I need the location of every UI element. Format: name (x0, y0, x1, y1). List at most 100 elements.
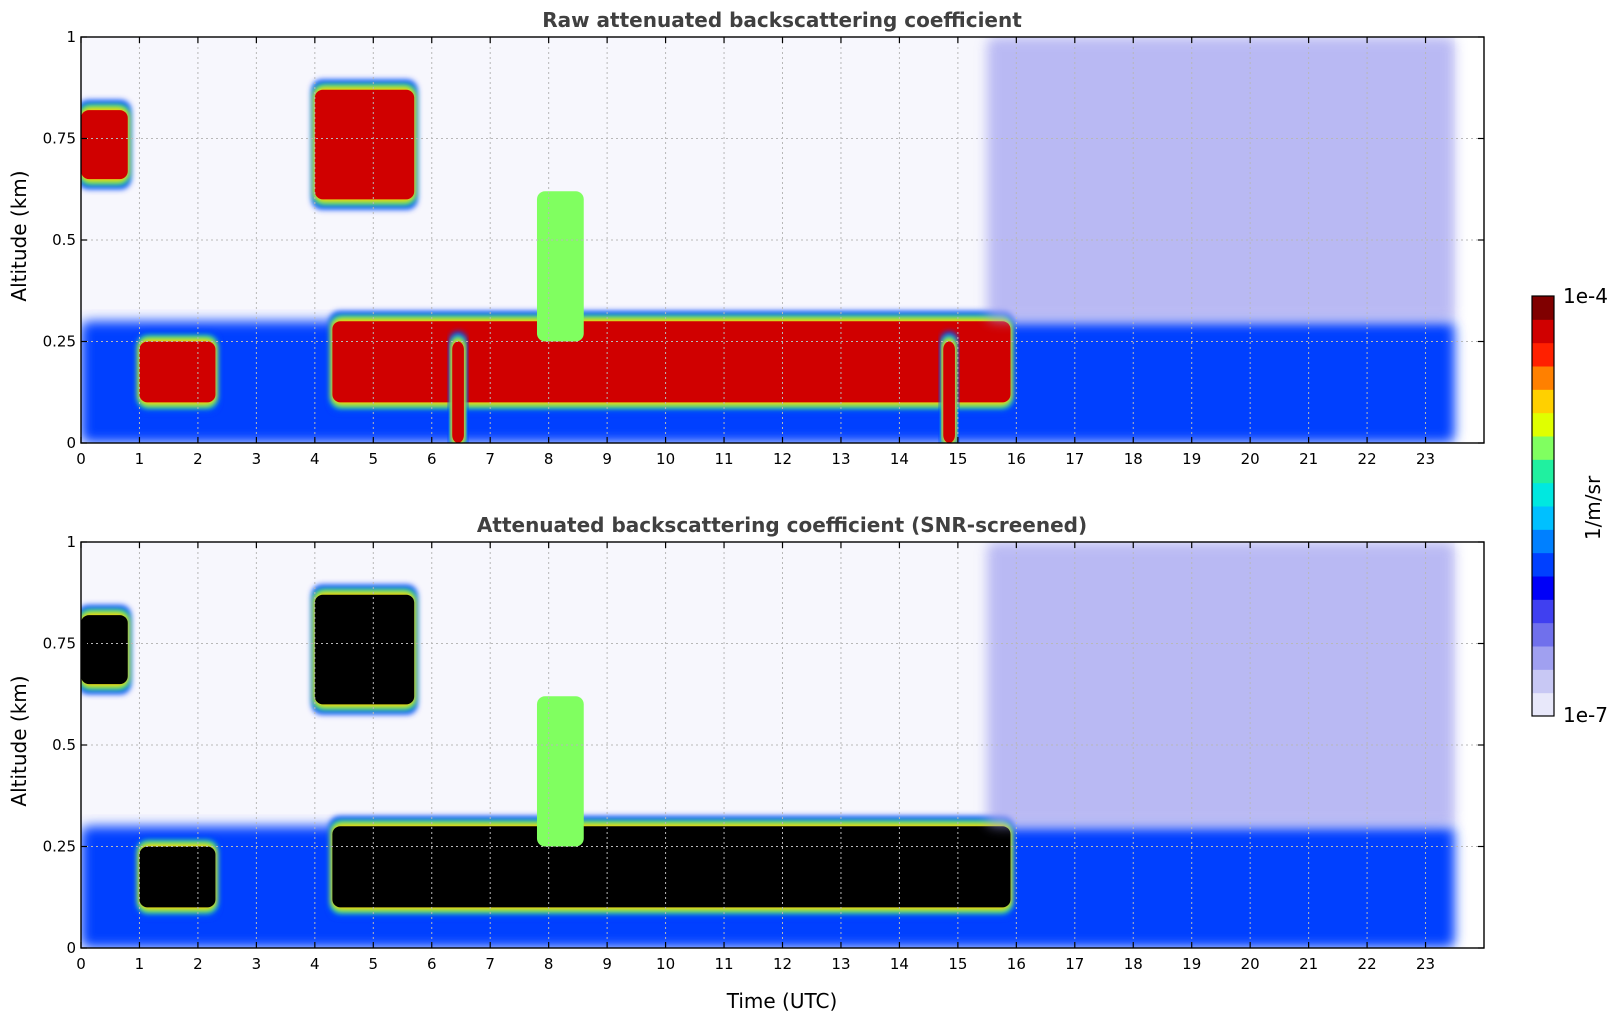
colorbar-step (1532, 692, 1554, 717)
snr-screened-panel: Attenuated backscattering coefficient (S… (7, 513, 1485, 1013)
colorbar-step (1532, 646, 1554, 670)
x-tick-label: 18 (1124, 955, 1143, 973)
x-tick-label: 10 (656, 955, 675, 973)
colorbar-frame (1531, 295, 1555, 717)
colorbar-scale (1532, 296, 1554, 717)
x-axis-label: Time (UTC) (726, 989, 838, 1013)
colorbar-step (1532, 389, 1554, 414)
x-tick-label: 4 (310, 450, 320, 468)
x-tick-label: 0 (76, 450, 86, 468)
heatmap-field (81, 37, 1455, 443)
y-tick-label: 0.5 (52, 231, 76, 249)
colorbar-step (1532, 576, 1554, 600)
y-tick-label: 0.25 (43, 333, 76, 351)
colorbar: 1e-4 1e-7 1/m/sr (1531, 284, 1608, 727)
colorbar-step (1532, 296, 1554, 320)
y-tick-label: 0.5 (52, 736, 76, 754)
colorbar-step (1532, 552, 1554, 577)
x-tick-label: 15 (948, 450, 967, 468)
x-tick-label: 21 (1299, 450, 1318, 468)
x-tick-label: 0 (76, 955, 86, 973)
feature-upper-cloud-saturated- (314, 594, 415, 705)
colorbar-step (1532, 599, 1554, 624)
x-tick-label: 2 (193, 450, 203, 468)
x-tick-label: 17 (1065, 450, 1084, 468)
x-tick-label: 14 (890, 450, 909, 468)
y-tick-label: 0 (66, 939, 76, 957)
x-tick-label: 11 (714, 450, 733, 468)
feature-low-stratocumulus-saturated- (332, 826, 1011, 908)
colorbar-step (1532, 482, 1554, 507)
x-tick-label: 23 (1416, 955, 1435, 973)
colorbar-min-label: 1e-7 (1563, 703, 1608, 727)
colorbar-step (1532, 622, 1554, 647)
raw-panel-title: Raw attenuated backscattering coefficien… (542, 8, 1022, 32)
y-tick-label: 1 (66, 533, 76, 551)
gridlines (81, 542, 1484, 948)
x-tick-label: 20 (1241, 450, 1260, 468)
y-tick-label: 0.75 (43, 130, 76, 148)
colorbar-units-label: 1/m/sr (1581, 475, 1605, 540)
x-tick-label: 9 (602, 955, 612, 973)
x-tick-label: 4 (310, 955, 320, 973)
colorbar-step (1532, 342, 1554, 367)
x-tick-label: 7 (485, 955, 495, 973)
x-tick-label: 12 (773, 955, 792, 973)
snr-plot-area: 0 1 2 3 4 5 6 7 8 9 10 11 12 13 14 15 16 17 18 19 20 21 22 2300… (43, 533, 1485, 973)
x-tick-label: 15 (948, 955, 967, 973)
feature-noisy-background (987, 37, 1455, 322)
snr-panel-title: Attenuated backscattering coefficient (S… (477, 513, 1087, 537)
x-tick-label: 2 (193, 955, 203, 973)
x-tick-label: 22 (1358, 955, 1377, 973)
x-tick-label: 19 (1182, 450, 1201, 468)
x-tick-label: 6 (427, 955, 437, 973)
colorbar-step (1532, 669, 1554, 694)
x-tick-label: 22 (1358, 450, 1377, 468)
colorbar-step (1532, 459, 1554, 484)
feature-precipitation-streak (943, 341, 955, 443)
y-tick-label: 0.75 (43, 635, 76, 653)
colorbar-step (1532, 436, 1554, 460)
feature-upper-cloud (314, 89, 415, 200)
x-tick-label: 8 (544, 955, 554, 973)
x-tick-label: 19 (1182, 955, 1201, 973)
raw-plot-area: 0 1 2 3 4 5 6 7 8 9 10 11 12 13 14 15 16 17 18 19 20 21 22 2300… (43, 28, 1485, 468)
y-tick-label: 0.25 (43, 838, 76, 856)
x-tick-label: 23 (1416, 450, 1435, 468)
x-tick-label: 1 (135, 955, 145, 973)
x-tick-label: 13 (831, 450, 850, 468)
x-tick-label: 14 (890, 955, 909, 973)
feature-precipitation-streak (452, 341, 464, 443)
feature-upper-cloud-saturated- (81, 615, 128, 685)
feature-low-stratocumulus-saturated- (139, 846, 216, 908)
x-tick-label: 3 (252, 450, 262, 468)
feature-upper-cloud (81, 110, 128, 180)
feature-smoothed-background (987, 542, 1455, 827)
colorbar-step (1532, 506, 1554, 530)
x-tick-label: 16 (1007, 955, 1026, 973)
x-tick-label: 16 (1007, 450, 1026, 468)
x-tick-label: 5 (369, 450, 379, 468)
x-tick-label: 7 (485, 450, 495, 468)
colorbar-max-label: 1e-4 (1563, 284, 1608, 308)
feature-low-stratocumulus (139, 341, 216, 403)
x-tick-label: 11 (714, 955, 733, 973)
x-tick-label: 20 (1241, 955, 1260, 973)
gridlines (81, 37, 1484, 443)
x-tick-label: 13 (831, 955, 850, 973)
colorbar-step (1532, 412, 1554, 437)
x-tick-label: 21 (1299, 955, 1318, 973)
feature-convective-plume (536, 696, 584, 847)
colorbar-step (1532, 319, 1554, 344)
y-tick-label: 0 (66, 434, 76, 452)
x-tick-label: 9 (602, 450, 612, 468)
x-tick-label: 17 (1065, 955, 1084, 973)
colorbar-step (1532, 529, 1554, 554)
snr-y-axis-label: Altitude (km) (7, 675, 31, 806)
feature-convective-plume (536, 191, 584, 342)
x-tick-label: 6 (427, 450, 437, 468)
colorbar-step (1532, 366, 1554, 390)
x-tick-label: 12 (773, 450, 792, 468)
x-tick-label: 3 (252, 955, 262, 973)
